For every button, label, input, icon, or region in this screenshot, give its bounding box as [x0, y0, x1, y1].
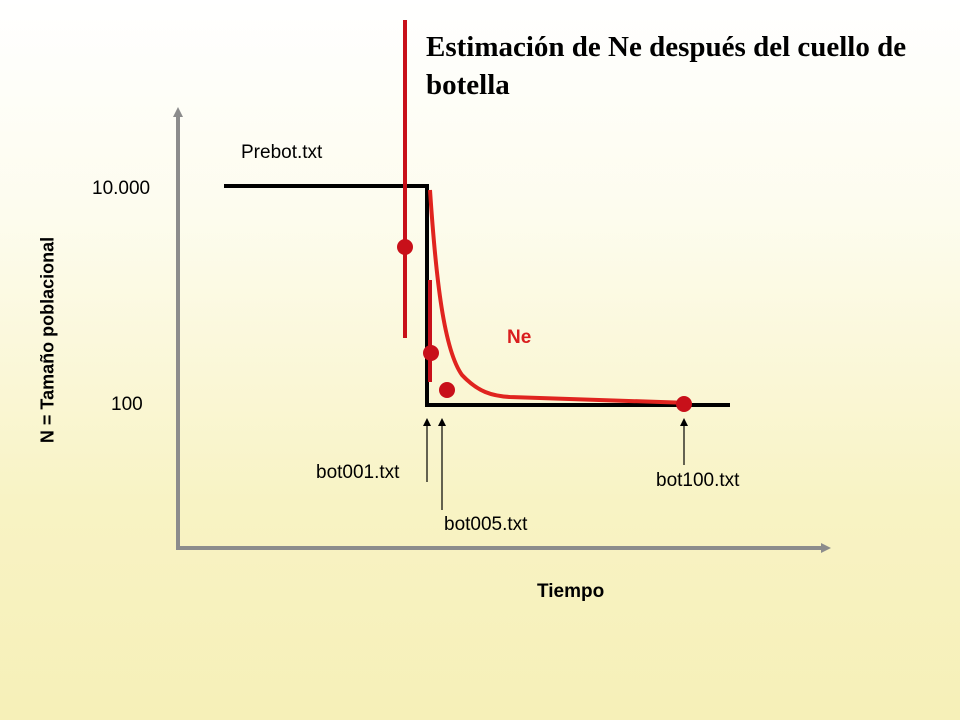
ne-label: Ne — [507, 327, 532, 348]
ne-curve — [428, 189, 691, 405]
prebot-label: Prebot.txt — [241, 142, 323, 163]
bot005-label: bot005.txt — [444, 514, 528, 535]
bot005-point — [439, 382, 455, 398]
bot001-point — [423, 345, 439, 361]
diagram-title: Estimación de Ne después del cuello de b… — [426, 31, 907, 101]
population-size-line — [224, 184, 730, 407]
y-tick-100: 100 — [111, 394, 143, 415]
y-tick-10000: 10.000 — [92, 178, 151, 199]
prebot-point — [397, 239, 413, 255]
bot100-label: bot100.txt — [656, 470, 740, 491]
bot100-point — [676, 396, 692, 412]
y-axis-label: N = Tamaño poblacional — [37, 236, 58, 444]
x-axis-label: Tiempo — [537, 581, 605, 602]
bot001-label: bot001.txt — [316, 462, 400, 483]
